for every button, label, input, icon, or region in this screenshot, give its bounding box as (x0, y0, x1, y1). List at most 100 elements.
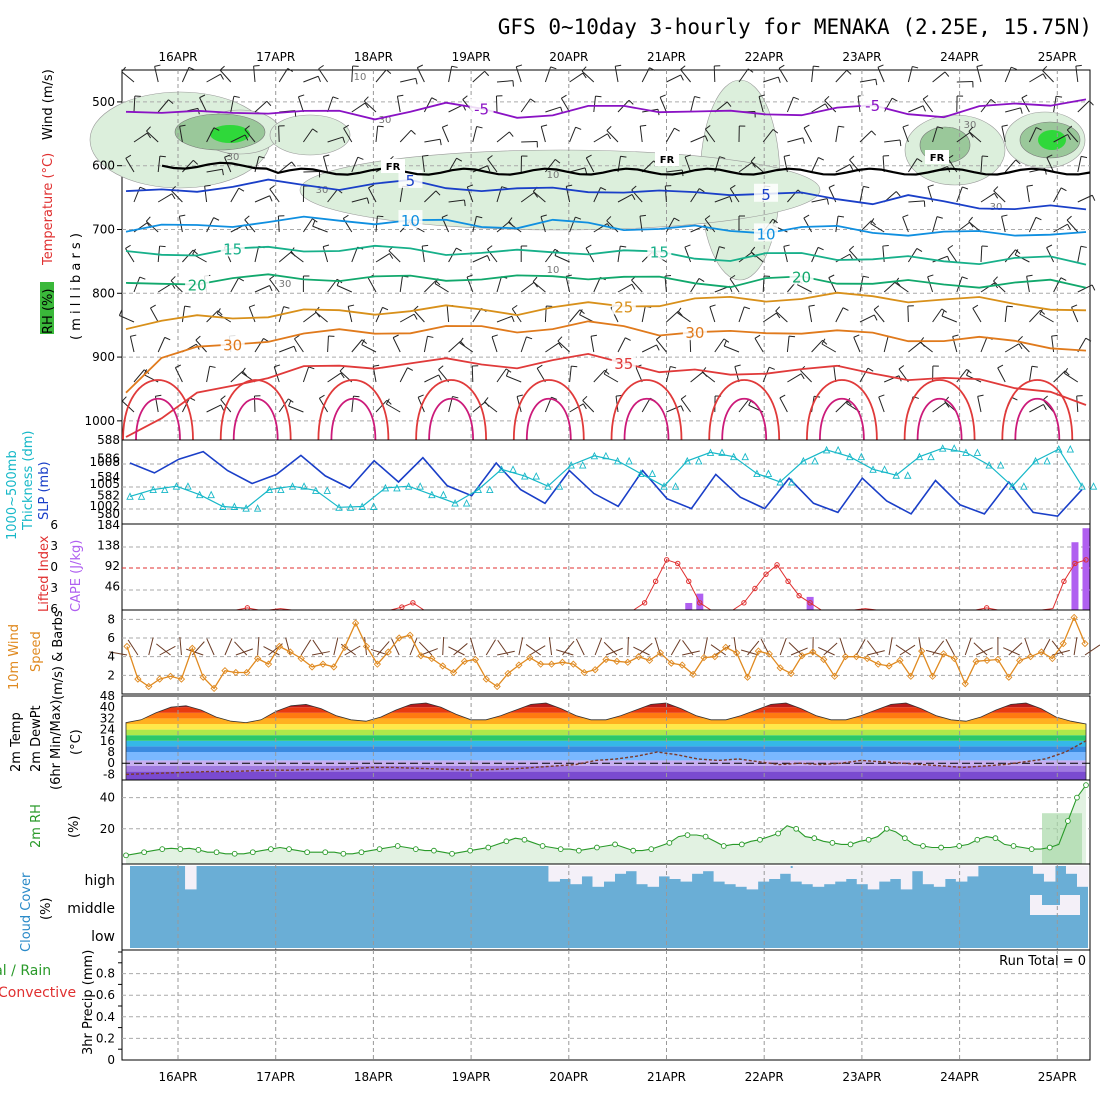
wind-speed-marker (907, 672, 915, 680)
wind-barb-10m (127, 639, 139, 656)
wind-barb (1001, 216, 1006, 233)
wind-barb (520, 336, 527, 353)
isotherm-line (125, 244, 1087, 266)
wind-barb (980, 192, 995, 203)
rh-marker (612, 841, 618, 848)
wind-barb-flag (603, 368, 608, 375)
thickness-marker (230, 502, 239, 510)
wind-barb-flag (846, 69, 852, 75)
wind-barb-flag (882, 245, 889, 247)
wind-barb-flag (680, 405, 684, 412)
cape-bar (685, 602, 693, 610)
lifted-index-marker (1083, 557, 1089, 563)
wind-barb (347, 306, 353, 323)
run-total: Run Total = 0 (999, 954, 1086, 969)
isotherm-40-loop (1014, 398, 1061, 441)
temp-band (126, 746, 1086, 752)
wind-speed-marker (145, 682, 153, 691)
cloud-level-label: low (91, 929, 115, 945)
thickness-marker (648, 469, 657, 478)
wind-barb-10m (370, 648, 389, 656)
wind-barb-flag (242, 370, 248, 377)
rh-marker (177, 846, 184, 852)
rh-value-label: 10 (547, 265, 560, 276)
wind-speed-marker (439, 662, 447, 670)
wind-barb (392, 337, 401, 353)
wind-barb-flag (990, 98, 996, 104)
wind-barb-flag (441, 214, 448, 218)
wind-barb-flag (451, 65, 458, 68)
wind-barb-flag (808, 304, 815, 307)
wind-barb-10m (469, 637, 476, 656)
wind-barb-flag (244, 134, 249, 141)
wind-barb-flag (340, 372, 345, 379)
thickness-marker (521, 472, 529, 480)
wind-barb (585, 157, 595, 173)
wind-barb-flag (828, 184, 835, 188)
wind-barb (927, 276, 934, 293)
wind-barb (738, 306, 745, 323)
isotherm-line (125, 273, 1087, 289)
wind-barb-flag (1071, 304, 1078, 308)
wind-barb-flag (793, 96, 800, 100)
date-axis-bottom: 16APR 17APR 18APR 19APR 20APR 21APR 22APR 23APR… (158, 1070, 1076, 1084)
wind10m-axis: 8 6 4 2 (107, 612, 115, 682)
lifted-index-tick: 6 (50, 602, 58, 616)
wind-barb (424, 280, 437, 293)
wind-barb-flag (179, 214, 186, 217)
thickness-marker (369, 502, 378, 510)
wind-speed-marker (830, 672, 839, 680)
rh2m-unit: (%) (67, 816, 82, 839)
wind-speed-marker (809, 648, 817, 656)
wind-barb-10m (497, 639, 509, 656)
wind-speed-marker (460, 657, 469, 665)
wind-barb (919, 341, 933, 353)
wind-barb-flag (1066, 125, 1073, 131)
wind-barb (181, 306, 186, 323)
wind-barb-flag (878, 394, 885, 398)
wind-barb-flag (656, 344, 660, 351)
wind-barb (484, 401, 498, 413)
wind-barb-flag (723, 340, 727, 347)
wind-barb-flag (961, 276, 968, 280)
wind-barb (1029, 404, 1044, 413)
wind-barb (738, 399, 750, 413)
wind-barb-flag (1081, 155, 1088, 159)
wind10m-grid (122, 610, 1090, 694)
wind-barb (956, 132, 971, 143)
wind-barb-flag (274, 364, 281, 368)
tick-label: 700 (92, 222, 115, 236)
wind-barb-flag (269, 275, 275, 280)
rh-marker (340, 850, 347, 857)
wind-barb (413, 309, 425, 323)
wind-barb (857, 96, 861, 113)
wind-barb (375, 253, 390, 263)
wind-speed-marker (1048, 654, 1056, 663)
wind-barb-flag (438, 374, 442, 381)
wind-barb-flag (1035, 216, 1042, 221)
wind-speed-marker (558, 658, 567, 666)
wind-barb-flag (377, 125, 384, 128)
wind-barb (423, 97, 433, 113)
wind-speed-marker (1016, 656, 1024, 665)
rh-marker (449, 850, 455, 857)
wind-barb (993, 280, 1006, 293)
thickness-marker (892, 471, 900, 479)
wind-barb-flag (364, 102, 369, 109)
wind-barb-10m (1008, 642, 1023, 656)
wind-speed-marker (928, 672, 937, 680)
thickness-marker (718, 448, 726, 456)
thickness-marker (1008, 482, 1017, 490)
wind-barb (206, 404, 222, 413)
lifted-index-marker (1061, 578, 1067, 585)
wind-speed-marker (765, 650, 773, 658)
wind-barb (932, 308, 943, 323)
wind-barb (750, 161, 764, 173)
wind-barb (956, 186, 963, 203)
wind-barb (472, 70, 486, 83)
wind-barb (811, 103, 826, 113)
wind-barb (758, 96, 764, 113)
wind-barb-10m (945, 638, 955, 656)
wind-barb-flag (550, 66, 557, 70)
rh-marker (829, 839, 836, 846)
